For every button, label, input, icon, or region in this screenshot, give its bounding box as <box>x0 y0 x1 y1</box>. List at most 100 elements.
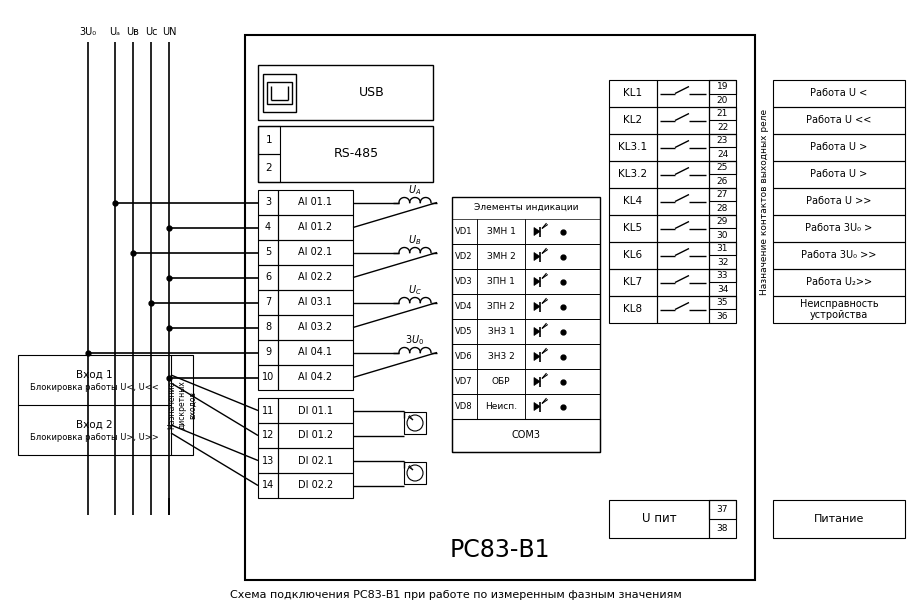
Bar <box>656 296 708 323</box>
Bar <box>452 269 476 294</box>
Polygon shape <box>534 353 539 361</box>
Bar <box>656 215 708 242</box>
Bar <box>609 500 708 538</box>
Text: Работа U <<: Работа U << <box>805 115 871 126</box>
Text: Работа U >: Работа U > <box>810 143 866 152</box>
Text: ЗН3 1: ЗН3 1 <box>487 327 514 336</box>
Text: KL7: KL7 <box>623 278 642 287</box>
Text: ЗМН 2: ЗМН 2 <box>486 252 515 261</box>
Text: 35: 35 <box>716 298 728 307</box>
Text: 23: 23 <box>716 136 727 145</box>
Text: KL3.2: KL3.2 <box>618 170 647 179</box>
Text: KL2: KL2 <box>623 115 642 126</box>
Text: 37: 37 <box>716 505 728 514</box>
Text: 14: 14 <box>261 481 274 490</box>
Bar <box>476 344 525 369</box>
Bar <box>525 344 599 369</box>
Text: Неисправность
устройства: Неисправность устройства <box>799 299 877 320</box>
Text: 27: 27 <box>716 190 727 199</box>
Text: Схема подключения РС83-В1 при работе по измеренным фазным значениям: Схема подключения РС83-В1 при работе по … <box>230 590 681 600</box>
Bar <box>656 161 708 188</box>
Text: $U_A$: $U_A$ <box>408 184 421 198</box>
Text: Работа U <: Работа U < <box>810 88 866 98</box>
Bar <box>258 215 278 240</box>
Bar <box>708 215 735 229</box>
Bar <box>525 219 599 244</box>
Bar <box>476 394 525 419</box>
Text: 28: 28 <box>716 204 727 213</box>
Text: $3U_0$: $3U_0$ <box>405 334 425 348</box>
Bar <box>708 107 735 134</box>
Bar <box>773 500 904 538</box>
Text: Неисп.: Неисп. <box>485 402 517 411</box>
Text: Вход 1: Вход 1 <box>77 370 113 380</box>
Text: ЗН3 2: ЗН3 2 <box>487 352 514 361</box>
Bar <box>525 294 599 319</box>
Text: $U_B$: $U_B$ <box>408 234 421 248</box>
Text: 36: 36 <box>716 312 728 321</box>
Bar <box>773 215 904 242</box>
Text: 8: 8 <box>265 323 271 332</box>
Text: Блокировка работы U>, U>>: Блокировка работы U>, U>> <box>30 434 159 442</box>
Bar <box>278 473 353 498</box>
Bar <box>258 65 433 120</box>
Text: 2: 2 <box>265 163 272 173</box>
Bar <box>609 242 656 269</box>
Bar <box>258 340 278 365</box>
Text: 20: 20 <box>716 96 727 105</box>
Text: KL1: KL1 <box>623 88 642 98</box>
Polygon shape <box>534 278 539 285</box>
Text: DI 01.1: DI 01.1 <box>298 406 333 415</box>
Text: 33: 33 <box>716 271 728 280</box>
Text: Вход 2: Вход 2 <box>77 420 113 430</box>
Polygon shape <box>534 403 539 411</box>
Polygon shape <box>534 378 539 386</box>
Bar <box>278 315 353 340</box>
Bar <box>773 107 904 134</box>
Bar <box>708 80 735 107</box>
Text: 29: 29 <box>716 217 727 226</box>
Bar <box>525 394 599 419</box>
Bar <box>278 448 353 473</box>
Text: Работа U >>: Работа U >> <box>805 196 871 207</box>
Text: 3: 3 <box>265 198 271 207</box>
Bar <box>258 423 278 448</box>
Bar <box>708 242 735 256</box>
Text: 5: 5 <box>264 248 271 257</box>
Bar <box>404 462 425 484</box>
Bar <box>708 500 735 538</box>
Bar <box>452 294 476 319</box>
Bar <box>258 265 278 290</box>
Text: AI 02.2: AI 02.2 <box>298 273 333 282</box>
Text: 25: 25 <box>716 163 727 172</box>
Text: Питание: Питание <box>813 514 864 524</box>
Bar <box>278 423 353 448</box>
Bar <box>656 80 708 107</box>
Bar <box>476 219 525 244</box>
Bar <box>278 290 353 315</box>
Text: Uс: Uс <box>145 27 157 37</box>
Bar <box>452 244 476 269</box>
Bar <box>476 244 525 269</box>
Text: Блокировка работы U<, U<<: Блокировка работы U<, U<< <box>30 384 159 392</box>
Bar <box>609 80 656 107</box>
Text: 10: 10 <box>261 373 274 382</box>
Bar <box>452 344 476 369</box>
Bar <box>452 219 476 244</box>
Text: Элементы индикации: Элементы индикации <box>473 203 578 212</box>
Bar <box>609 188 656 215</box>
Text: $U_C$: $U_C$ <box>407 284 422 298</box>
Text: Uₐ: Uₐ <box>109 27 120 37</box>
Bar <box>476 369 525 394</box>
Text: 34: 34 <box>716 285 727 294</box>
Bar <box>525 269 599 294</box>
Text: 9: 9 <box>265 348 271 357</box>
Text: KL8: KL8 <box>623 304 642 315</box>
Bar <box>708 134 735 161</box>
Bar <box>708 269 735 296</box>
Text: Назначение контактов выходных реле: Назначение контактов выходных реле <box>760 109 769 295</box>
Bar <box>656 269 708 296</box>
Text: RS-485: RS-485 <box>333 148 379 160</box>
Text: Назначение
дискретных
входов: Назначение дискретных входов <box>167 381 197 429</box>
Bar <box>258 365 278 390</box>
